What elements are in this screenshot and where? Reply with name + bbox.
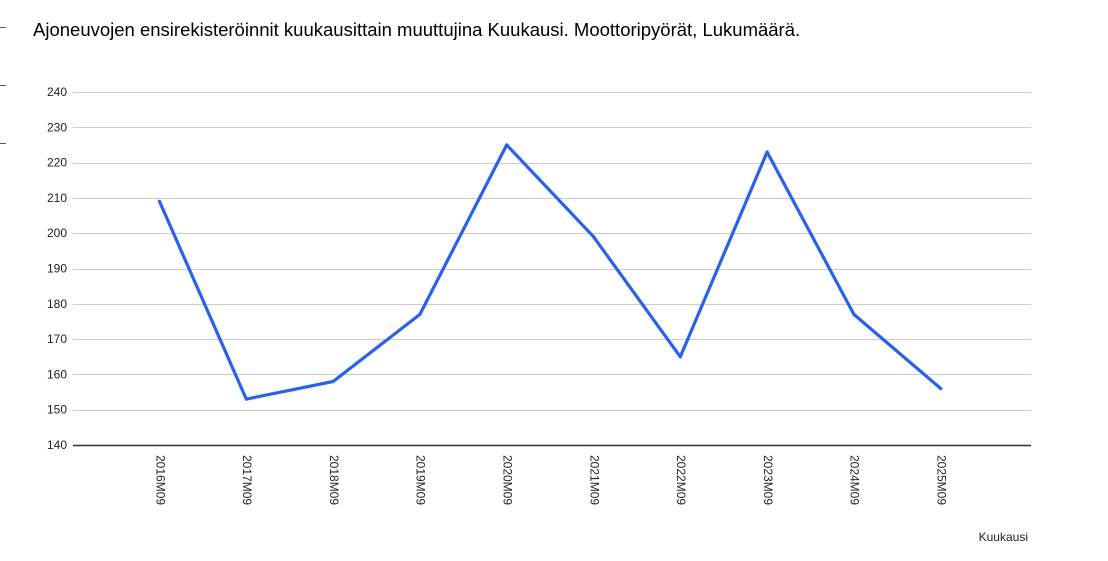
y-tick-label: 220 (47, 156, 67, 170)
data-point (244, 397, 248, 401)
x-tick-label: 2016M09 (153, 455, 167, 505)
x-tick-label: 2020M09 (501, 455, 515, 505)
y-tick-label: 190 (47, 262, 67, 276)
gridlines (73, 92, 1031, 447)
data-point (418, 312, 422, 316)
y-tick-label: 240 (47, 85, 67, 99)
data-point (331, 379, 335, 384)
data-point (591, 235, 596, 239)
y-tick-label: 200 (47, 226, 67, 240)
margin-tick-mark (0, 85, 6, 86)
series-line (157, 143, 943, 401)
y-axis-tick-labels: 140 150 160 170 180 190 200 210 220 230 240 (47, 85, 67, 452)
x-tick-label: 2017M09 (240, 455, 254, 505)
data-point (678, 355, 682, 359)
y-tick-label: 230 (47, 120, 67, 134)
x-tick-label: 2019M09 (414, 455, 428, 505)
y-tick-label: 210 (47, 191, 67, 205)
data-point (852, 312, 856, 316)
x-tick-label: 2025M09 (935, 455, 949, 505)
x-axis-tick-labels: 2016M09 2017M09 2018M09 2019M09 2020M09 2021M… (153, 455, 948, 505)
y-tick-label: 170 (47, 332, 67, 346)
data-point (157, 199, 162, 204)
y-tick-label: 180 (47, 297, 67, 311)
x-tick-label: 2018M09 (327, 455, 341, 505)
data-point (505, 143, 509, 147)
x-tick-label: 2022M09 (674, 455, 688, 505)
x-tick-label: 2024M09 (848, 455, 862, 505)
y-tick-label: 150 (47, 403, 67, 417)
chart-title: Ajoneuvojen ensirekisteröinnit kuukausit… (33, 19, 801, 40)
y-tick-label: 160 (47, 367, 67, 381)
margin-tick-mark (0, 143, 6, 144)
data-point (939, 386, 943, 391)
x-axis-title: Kuukausi (979, 530, 1028, 544)
margin-tick-mark (0, 27, 6, 28)
series-layer (157, 143, 943, 401)
x-tick-label: 2021M09 (587, 455, 601, 505)
data-point (765, 150, 769, 154)
y-tick-label: 140 (47, 438, 67, 452)
x-tick-label: 2023M09 (761, 455, 775, 505)
